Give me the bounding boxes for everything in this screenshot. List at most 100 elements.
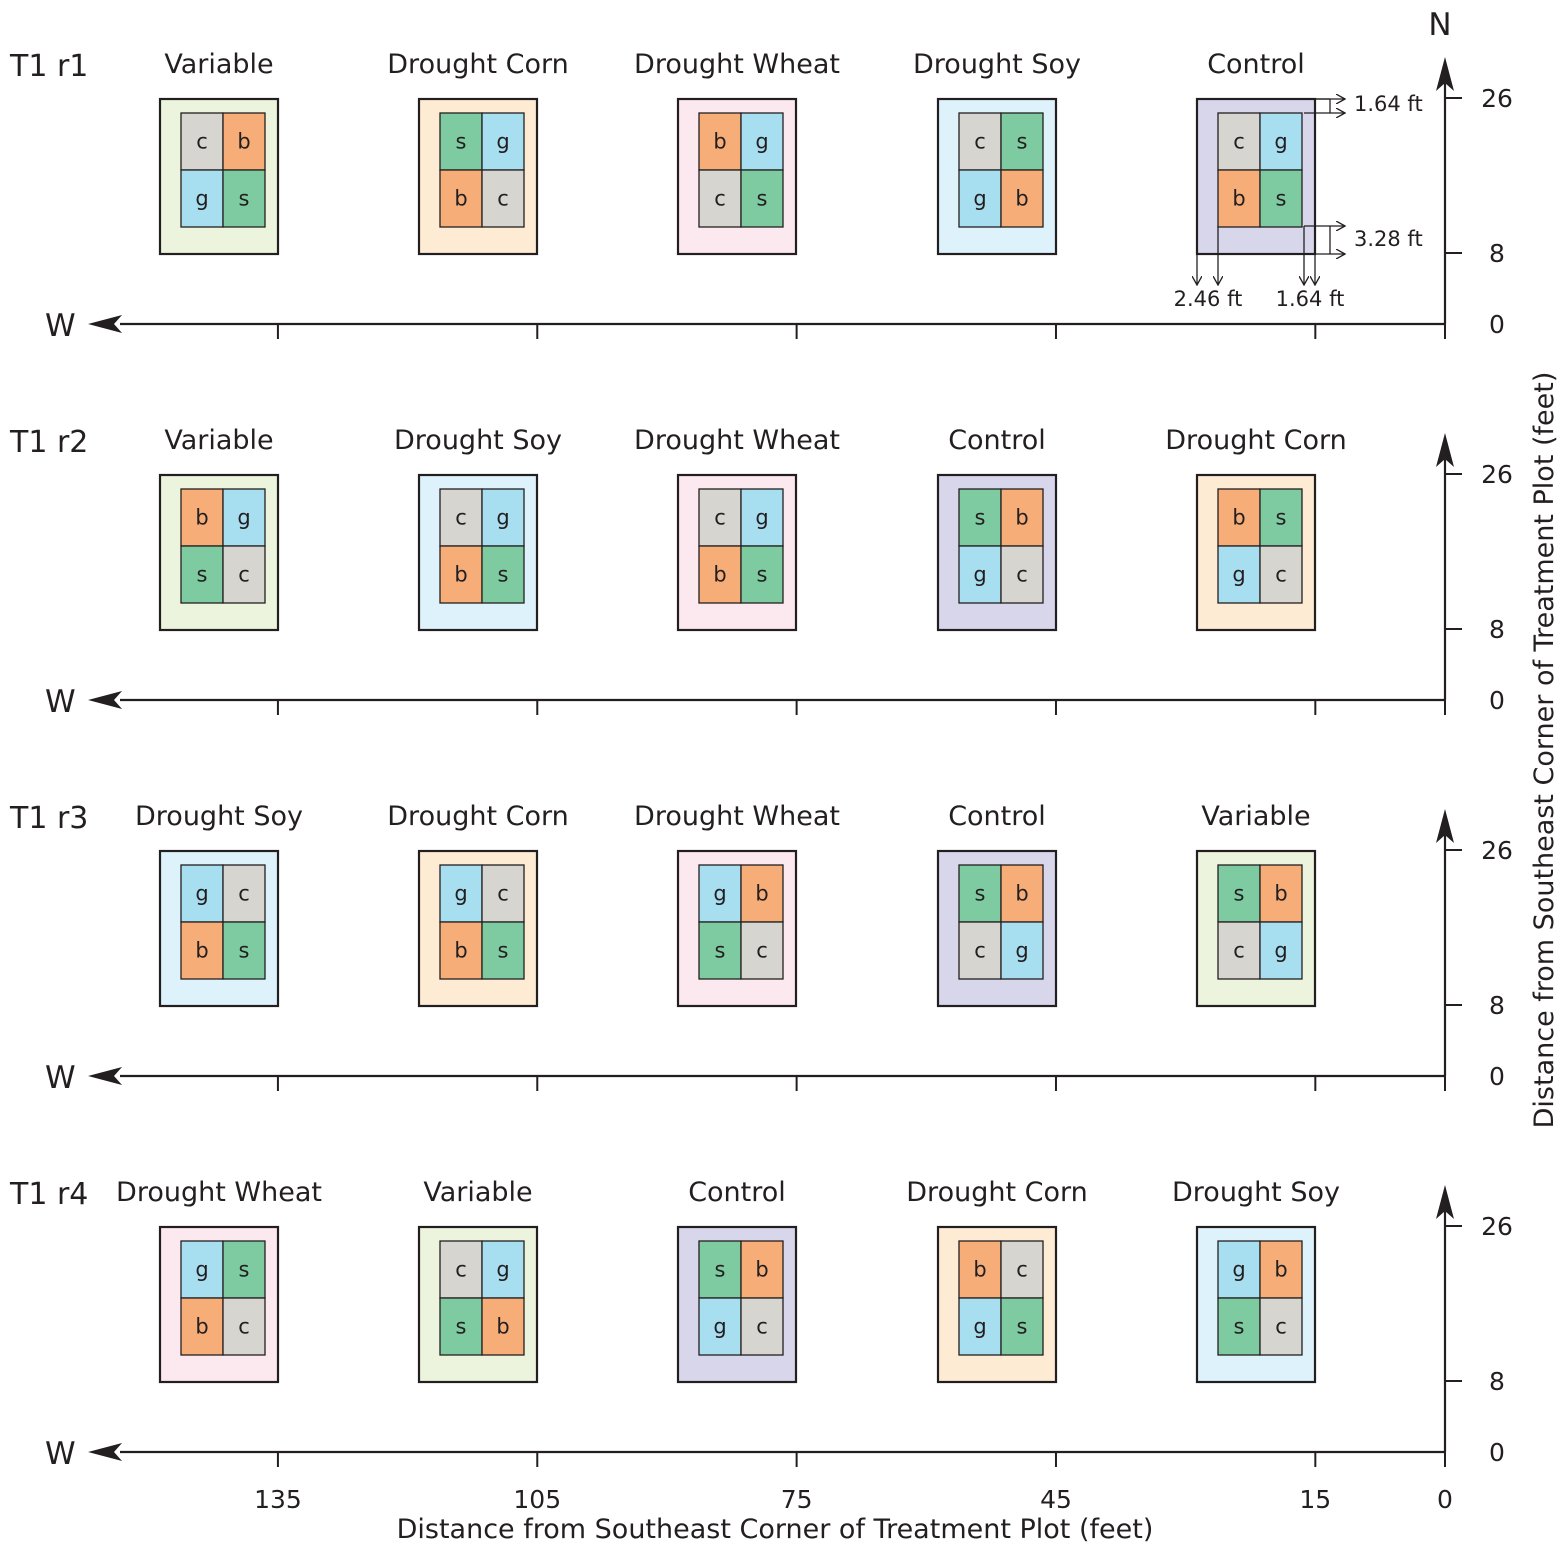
subplot-cell <box>740 1240 784 1299</box>
plot-title: Drought Corn <box>1165 425 1346 456</box>
subplot-cell <box>1259 1297 1303 1356</box>
treatment-plot: Drought Wheat c g b s <box>634 425 840 632</box>
x-tick-label: 75 <box>781 1485 813 1514</box>
subplot-cell <box>698 112 742 171</box>
subplot-letter: g <box>237 506 250 530</box>
subplot-cell <box>958 169 1002 228</box>
subplot-cell <box>180 921 224 980</box>
subplot-letter: s <box>239 939 250 963</box>
control-plot-dimensions: 1.64 ft 3.28 ft 2.46 ft 1.64 ft <box>1174 92 1423 311</box>
subplot-letter: s <box>715 939 726 963</box>
subplot-letter: c <box>238 1315 250 1339</box>
y-tick-label: 0 <box>1489 686 1505 715</box>
row-label: T1 r3 <box>9 801 88 836</box>
treatment-plot: Control s b c g <box>936 801 1058 1008</box>
subplot-letter: s <box>197 563 208 587</box>
subplot-cell <box>222 864 266 923</box>
subplot-cell <box>1259 112 1303 171</box>
subplot-letter: g <box>755 130 768 154</box>
subplot-cell <box>1000 545 1044 604</box>
treatment-plot: Drought Corn s g b c <box>387 49 569 256</box>
subplot-letter: s <box>1017 1315 1028 1339</box>
subplot-cell <box>740 1297 784 1356</box>
y-axis-title: Distance from Southeast Corner of Treatm… <box>1529 372 1560 1129</box>
north-arrowhead <box>1436 433 1454 467</box>
subplot-cell <box>439 1240 483 1299</box>
subplot-cell <box>958 488 1002 547</box>
subplot-cell <box>1259 488 1303 547</box>
subplot-cell <box>958 921 1002 980</box>
subplot-letter: g <box>1274 939 1287 963</box>
subplot-cell <box>1217 1297 1261 1356</box>
treatment-plot: Drought Wheat g s b c <box>116 1177 322 1384</box>
subplot-cell <box>1217 545 1261 604</box>
west-label: W <box>45 1060 76 1096</box>
subplot-letter: b <box>237 130 250 154</box>
x-tick-labels: 135 105 75 45 15 0 <box>254 1485 1453 1514</box>
subplot-letter: b <box>454 187 467 211</box>
dim-label-right: 1.64 ft <box>1276 287 1345 311</box>
treatment-plot: Variable b g s c <box>158 425 280 632</box>
treatment-plot: Variable c g s b <box>417 1177 539 1384</box>
subplot-letter: s <box>757 563 768 587</box>
west-label: W <box>45 684 76 720</box>
subplot-letter: s <box>456 1315 467 1339</box>
plot-title: Drought Wheat <box>634 801 840 832</box>
x-tick-label: 15 <box>1299 1485 1331 1514</box>
plot-title: Control <box>948 801 1046 832</box>
subplot-cell <box>439 169 483 228</box>
plot-title: Drought Wheat <box>634 49 840 80</box>
treatment-plot: Drought Wheat g b s c <box>634 801 840 1008</box>
subplot-letter: s <box>456 130 467 154</box>
subplot-cell <box>222 545 266 604</box>
subplot-letter: g <box>496 130 509 154</box>
subplot-letter: c <box>238 882 250 906</box>
subplot-letter: c <box>497 882 509 906</box>
subplot-letter: s <box>1276 187 1287 211</box>
subplot-letter: c <box>455 1258 467 1282</box>
y-tick-label: 26 <box>1481 460 1513 489</box>
subplot-cell <box>1000 488 1044 547</box>
treatment-plot: Drought Corn g c b s <box>387 801 569 1008</box>
subplot-letter: b <box>454 939 467 963</box>
x-axis-title: Distance from Southeast Corner of Treatm… <box>397 1514 1154 1545</box>
subplot-cell <box>481 1297 525 1356</box>
subplot-cell <box>1259 545 1303 604</box>
west-arrowhead <box>88 1443 122 1461</box>
subplot-letter: c <box>1233 939 1245 963</box>
subplot-letter: b <box>973 1258 986 1282</box>
subplot-cell <box>958 112 1002 171</box>
plot-title: Drought Soy <box>394 425 562 456</box>
treatment-plot: Drought Wheat b g c s <box>634 49 840 256</box>
subplot-cell <box>1000 112 1044 171</box>
subplot-letter: b <box>1274 882 1287 906</box>
subplot-letter: s <box>975 506 986 530</box>
subplot-letter: c <box>497 187 509 211</box>
subplot-cell <box>698 488 742 547</box>
subplot-letter: c <box>974 939 986 963</box>
subplot-letter: g <box>1274 130 1287 154</box>
subplot-cell <box>222 169 266 228</box>
subplot-cell <box>1259 921 1303 980</box>
subplot-letter: g <box>973 187 986 211</box>
subplot-cell <box>180 1297 224 1356</box>
subplot-cell <box>958 864 1002 923</box>
row-axes: W 26 8 0 <box>45 57 1513 344</box>
x-tick-label: 105 <box>513 1485 561 1514</box>
x-tick-label: 0 <box>1437 1485 1453 1514</box>
subplot-letter: c <box>238 563 250 587</box>
y-tick-label: 26 <box>1481 836 1513 865</box>
plot-title: Drought Corn <box>387 801 568 832</box>
plot-title: Variable <box>423 1177 532 1208</box>
subplot-cell <box>1217 864 1261 923</box>
north-label: N <box>1428 7 1451 43</box>
plot-title: Drought Wheat <box>634 425 840 456</box>
subplot-letter: s <box>498 563 509 587</box>
treatment-plot: Control c g b s <box>1195 49 1317 256</box>
north-arrowhead <box>1436 57 1454 91</box>
subplot-letter: c <box>1275 563 1287 587</box>
